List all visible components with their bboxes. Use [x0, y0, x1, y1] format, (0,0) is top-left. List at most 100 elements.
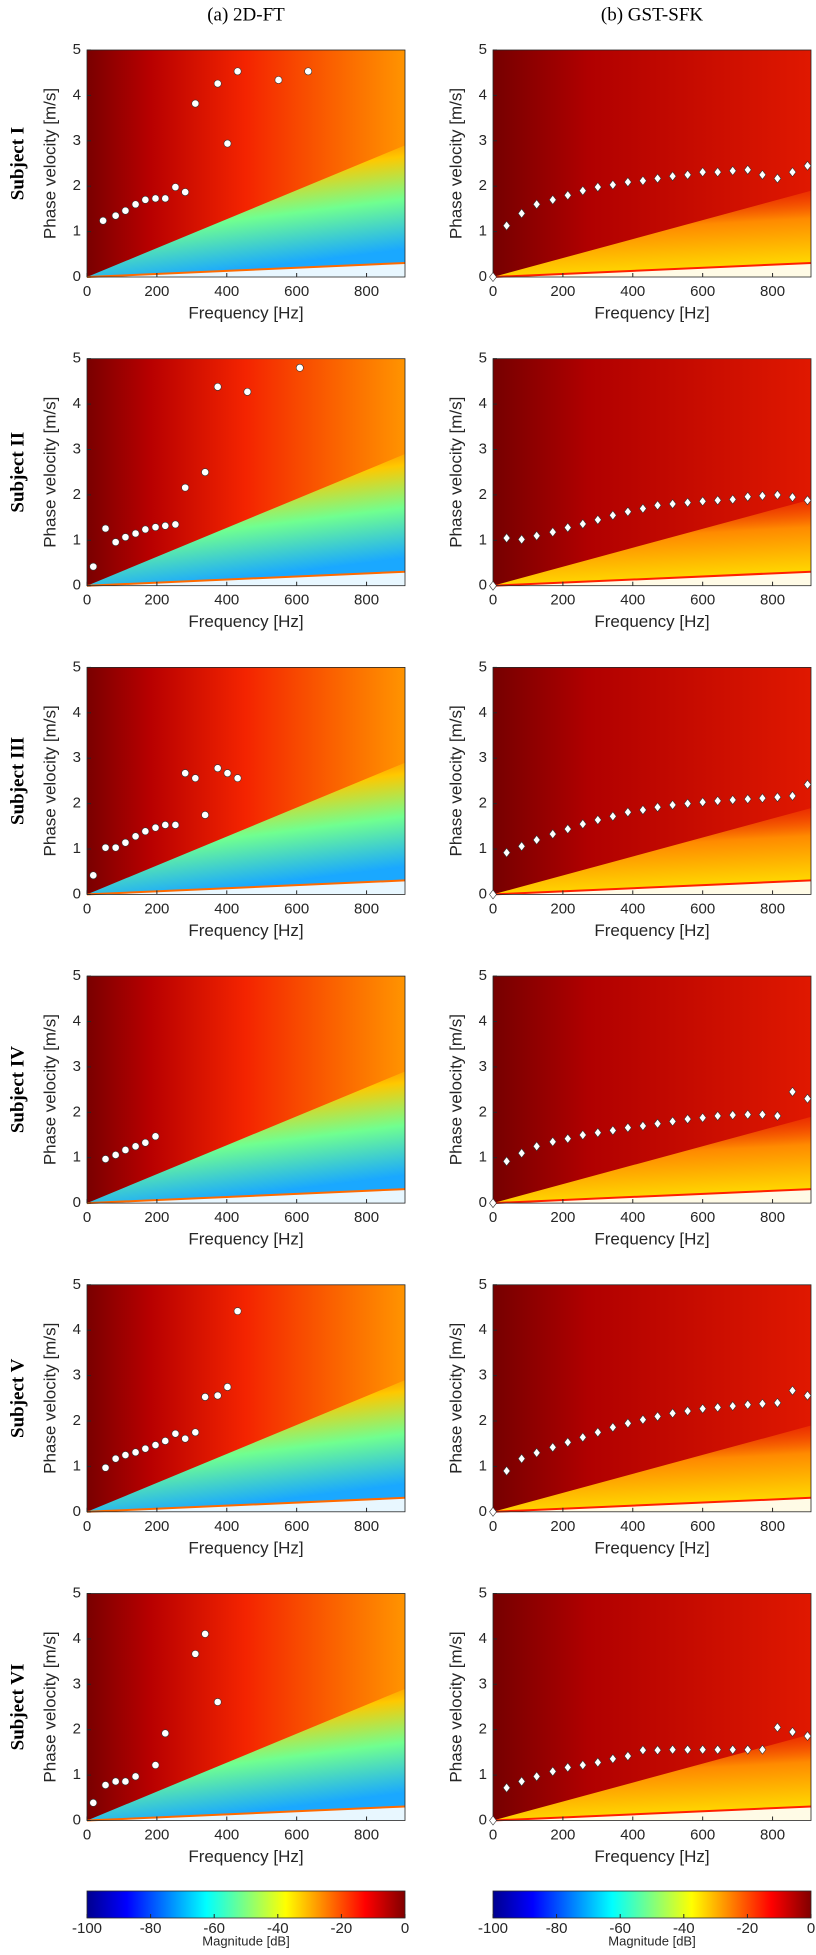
x-tick-label: 400: [620, 900, 645, 917]
data-point: [502, 533, 511, 544]
data-point: [788, 167, 797, 178]
data-point: [191, 1649, 200, 1658]
y-axis-label: Phase velocity [m/s]: [40, 1631, 59, 1782]
data-point: [181, 188, 190, 197]
heatmap-lower-region: [87, 1071, 405, 1204]
heatmap-lower-region: [493, 808, 811, 895]
x-axis-label: Frequency [Hz]: [594, 1847, 709, 1866]
data-point: [803, 1731, 812, 1742]
x-tick-label: 400: [620, 283, 645, 300]
y-tick-label: 1: [479, 1457, 487, 1474]
x-tick-label: 200: [144, 900, 169, 917]
data-point: [743, 491, 752, 502]
x-tick-label: 800: [760, 900, 785, 917]
y-tick-label: 0: [73, 1194, 81, 1211]
data-point: [639, 503, 647, 514]
data-point: [502, 1465, 511, 1476]
y-tick-label: 4: [479, 1321, 487, 1338]
heatmap-ridge: [86, 570, 406, 587]
data-point: [758, 1398, 767, 1409]
data-point: [653, 173, 662, 184]
data-point: [111, 1151, 120, 1159]
data-point: [563, 1437, 572, 1448]
y-tick-label: 4: [73, 395, 81, 412]
data-point: [713, 795, 722, 806]
x-axis-label: Frequency [Hz]: [594, 921, 709, 940]
row-label: Subject II: [7, 432, 28, 513]
data-point: [223, 139, 232, 148]
data-point: [713, 1402, 722, 1413]
data-point: [233, 1307, 242, 1316]
x-tick-label: 200: [144, 1826, 169, 1843]
x-tick-label: 0: [489, 1209, 497, 1226]
x-tick-label: 200: [550, 900, 575, 917]
axes-frame: [86, 49, 406, 278]
x-axis-label: Frequency [Hz]: [188, 921, 303, 940]
data-point: [517, 208, 526, 219]
data-point: [683, 169, 692, 180]
y-axis-label: Phase velocity [m/s]: [40, 1323, 59, 1474]
data-point: [151, 1761, 160, 1770]
y-tick-label: 2: [479, 1103, 487, 1120]
column-title: (a) 2D-FT: [207, 4, 285, 25]
axes-frame: [86, 975, 406, 1204]
colorbar-tick-label: -60: [203, 1920, 225, 1937]
data-point: [698, 797, 707, 808]
data-point: [713, 495, 722, 506]
data-point: [624, 1751, 632, 1762]
x-axis-label: Frequency [Hz]: [188, 612, 303, 631]
x-tick-label: 400: [214, 592, 239, 609]
data-point: [728, 1110, 737, 1121]
data-point: [101, 843, 110, 852]
y-tick-label: 3: [73, 132, 81, 149]
heatmap-lower-region: [87, 454, 405, 586]
axes-frame: [492, 1284, 812, 1513]
data-point: [243, 387, 252, 396]
heatmap-ridge: [492, 570, 812, 587]
x-tick-label: 0: [83, 283, 91, 300]
data-point: [532, 834, 541, 845]
y-tick-label: 3: [479, 749, 487, 766]
data-point: [758, 1744, 767, 1755]
x-tick-label: 200: [144, 592, 169, 609]
y-tick-label: 3: [73, 1675, 81, 1692]
data-point: [161, 821, 170, 829]
y-tick-label: 3: [73, 1058, 81, 1075]
data-point: [548, 829, 557, 840]
data-point: [743, 164, 752, 175]
x-tick-label: 600: [690, 592, 715, 609]
data-point: [773, 489, 782, 500]
x-tick-label: 200: [144, 1209, 169, 1226]
data-point: [131, 1142, 140, 1151]
data-point: [698, 1744, 707, 1755]
heatmap-lower-region: [87, 145, 405, 277]
y-tick-label: 1: [73, 1766, 81, 1783]
x-tick-label: 200: [144, 1518, 169, 1535]
data-point: [788, 1086, 797, 1097]
axes-frame: [492, 49, 812, 278]
y-tick-label: 4: [73, 1630, 81, 1647]
row-label: Subject III: [7, 737, 28, 825]
data-point: [89, 871, 98, 880]
y-tick-label: 3: [479, 1367, 487, 1384]
heatmap-ridge: [86, 1188, 406, 1205]
y-tick-label: 2: [479, 795, 487, 812]
heatmap-ridge: [86, 1496, 406, 1513]
y-axis-label: Phase velocity [m/s]: [446, 705, 465, 856]
axes-frame: [86, 1284, 406, 1513]
colorbar-tick-label: -60: [609, 1920, 631, 1937]
data-point: [502, 1156, 511, 1167]
data-point: [608, 1422, 617, 1433]
heatmap-lower-region: [493, 499, 811, 586]
heatmap-lower-region: [493, 1425, 811, 1512]
data-point: [668, 1116, 677, 1127]
x-tick-label: 400: [620, 592, 645, 609]
data-point: [131, 529, 140, 538]
y-tick-label: 2: [479, 1412, 487, 1429]
x-tick-label: 0: [489, 1518, 497, 1535]
data-point: [101, 524, 110, 533]
y-tick-label: 5: [73, 967, 81, 984]
data-point: [593, 814, 602, 825]
data-point: [101, 1155, 110, 1163]
x-tick-label: 800: [760, 592, 785, 609]
